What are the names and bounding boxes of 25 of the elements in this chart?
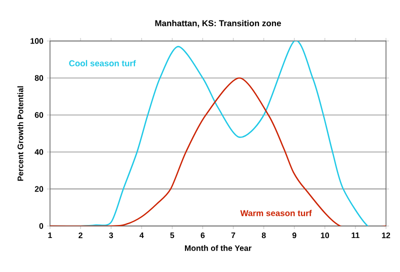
x-tick-label: 6	[200, 232, 205, 238]
x-tick-label: 8	[262, 232, 266, 238]
x-tick-label: 7	[231, 232, 236, 238]
text: Cool season turf	[69, 60, 136, 66]
x-tick-label: 1	[48, 232, 52, 238]
x-tick-label: 2	[78, 232, 82, 238]
x-tick-label: 4	[140, 232, 144, 238]
y-tick-label: 80	[34, 75, 44, 81]
x-tick-label: 5	[170, 232, 174, 238]
x-tick-label: 12	[382, 232, 390, 238]
x-tick-label: 10	[320, 232, 330, 238]
line-series	[50, 40, 386, 226]
chart-title: Manhattan, KS: Transition zone	[155, 20, 281, 28]
y-axis-title: Percent Growth Potential	[17, 86, 24, 181]
y-tick-label: 20	[34, 186, 44, 192]
y-tick-label: 60	[34, 112, 44, 118]
series-label: Warm season turf	[240, 210, 312, 216]
y-tick-label: 0	[39, 223, 44, 229]
x-axis-title: Month of the Year	[184, 245, 252, 251]
x-tick-label: 3	[109, 232, 114, 238]
x-tick-label: 11	[352, 232, 360, 238]
line-series	[50, 77, 386, 226]
y-tick-label: 100	[30, 38, 44, 44]
x-tick-label: 9	[292, 232, 296, 238]
y-tick-label: 40	[34, 149, 44, 155]
